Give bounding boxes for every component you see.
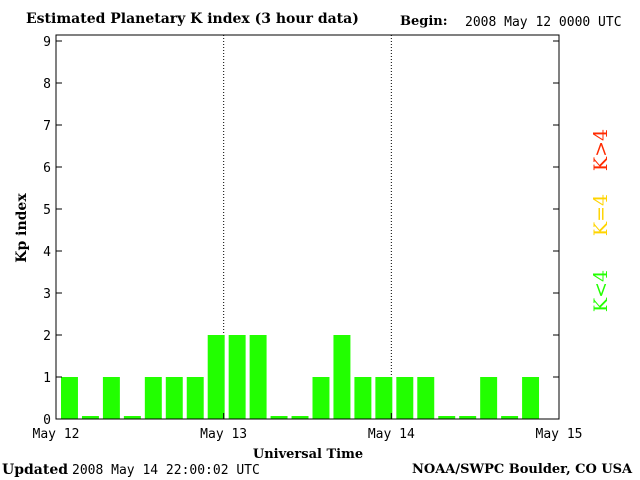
legend-k-greater-4: K>4	[590, 128, 612, 172]
y-tick-label: 9	[43, 35, 51, 50]
y-tick-label: 7	[43, 119, 51, 134]
kp-bar	[438, 416, 456, 419]
x-axis-label: Universal Time	[252, 447, 364, 462]
y-axis-label: Kp index	[14, 193, 30, 263]
kp-bar	[186, 377, 204, 419]
bars-layer	[61, 335, 540, 419]
y-tick-label: 2	[43, 329, 51, 344]
y-tick-label: 3	[43, 287, 51, 302]
kp-bar	[312, 377, 330, 419]
x-tick-label: May 12	[33, 427, 80, 442]
y-tick-label: 6	[43, 161, 51, 176]
updated-label: Updated	[2, 462, 69, 478]
legend-k-equal-4: K=4	[590, 193, 612, 237]
chart-title: Estimated Planetary K index (3 hour data…	[26, 11, 359, 27]
plot-frame	[55, 34, 560, 420]
y-tick-label: 1	[43, 371, 51, 386]
kp-bar	[291, 416, 309, 419]
begin-value: 2008 May 12 0000 UTC	[465, 15, 622, 30]
updated-timestamp: 2008 May 14 22:00:02 UTC	[72, 463, 260, 478]
y-axis: 0 1 2 3 4 5 6 7 8 9	[43, 35, 559, 428]
kp-bar	[207, 335, 225, 419]
kp-bar	[354, 377, 372, 419]
kp-bar	[123, 416, 141, 419]
x-tick-label: May 14	[368, 427, 415, 442]
kp-bar	[102, 377, 120, 419]
kp-bar	[522, 377, 540, 419]
kp-bar	[228, 335, 246, 419]
kp-bar	[249, 335, 267, 419]
kp-bar	[396, 377, 414, 419]
kp-bar	[375, 377, 393, 419]
kp-bar	[61, 377, 78, 419]
kp-bar	[417, 377, 435, 419]
kp-bar	[501, 416, 519, 419]
x-axis: May 12 May 13 May 14 May 15	[33, 413, 583, 442]
y-tick-label: 5	[43, 203, 51, 218]
kp-bar	[165, 377, 183, 419]
kp-bar	[459, 416, 477, 419]
grid-layer	[223, 35, 392, 419]
kp-bar	[270, 416, 288, 419]
kp-bar	[480, 377, 498, 419]
x-tick-label: May 15	[536, 427, 583, 442]
kp-bar	[81, 416, 99, 419]
x-tick-label: May 13	[200, 427, 247, 442]
begin-label: Begin:	[400, 14, 448, 29]
y-tick-label: 0	[43, 413, 51, 428]
y-tick-label: 8	[43, 77, 51, 92]
legend-k-less-4: K<4	[590, 269, 612, 313]
kp-bar	[144, 377, 162, 419]
source-credit: NOAA/SWPC Boulder, CO USA	[412, 462, 633, 477]
kp-bar	[333, 335, 351, 419]
y-tick-label: 4	[43, 245, 51, 260]
